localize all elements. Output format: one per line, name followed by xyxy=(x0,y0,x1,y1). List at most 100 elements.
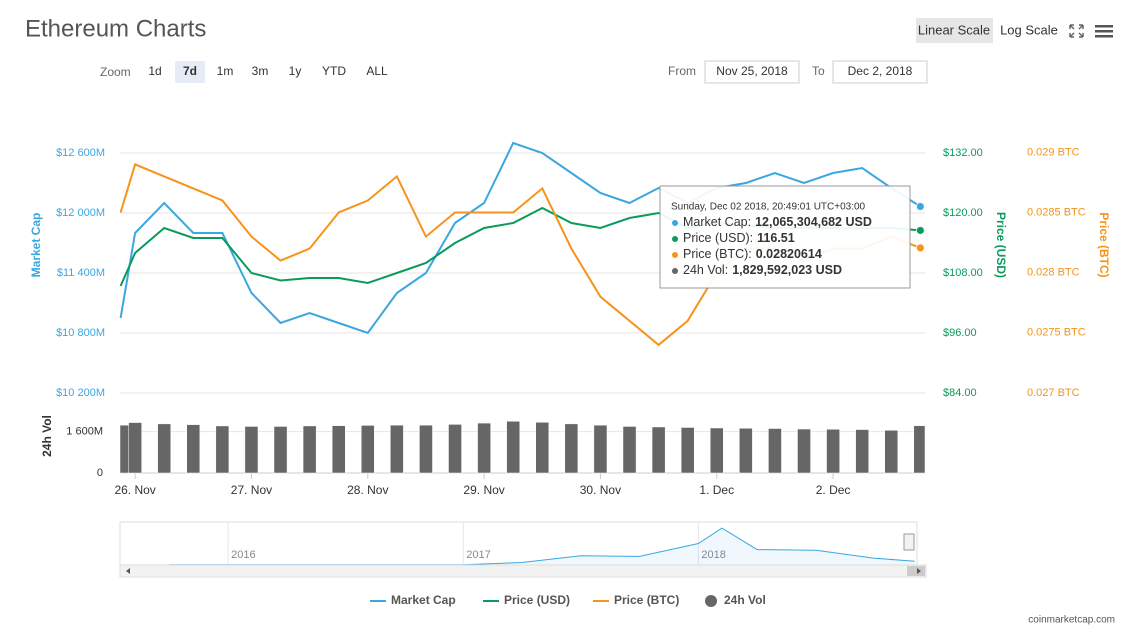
vol-bar xyxy=(855,429,869,474)
legend-label[interactable]: Market Cap xyxy=(391,593,456,607)
y2-axis-title: Price (USD) xyxy=(994,212,1008,278)
vol-bar xyxy=(273,426,288,474)
zoom-button[interactable]: 7d xyxy=(183,64,197,78)
tooltip-dot xyxy=(672,252,678,258)
tooltip-item-label: 24h Vol: xyxy=(683,263,728,277)
y-tick-label: $10 800M xyxy=(56,327,105,339)
vol-bar xyxy=(535,422,550,474)
x-tick-label: 30. Nov xyxy=(580,483,621,497)
vol-bar xyxy=(913,425,926,474)
legend-symbol[interactable] xyxy=(705,595,717,607)
y-tick-label: $11 400M xyxy=(57,267,105,279)
series-line xyxy=(119,141,921,335)
vol-bar xyxy=(360,425,375,474)
navigator-tick-label: 2018 xyxy=(701,549,725,561)
y2-tick-label: $84.00 xyxy=(943,387,977,399)
linear-scale-label[interactable]: Linear Scale xyxy=(918,22,990,37)
vol-axis-title: 24h Vol xyxy=(40,415,54,457)
footer: coinmarketcap.com xyxy=(1028,615,1115,626)
vol-bar xyxy=(768,428,782,474)
vol-bar xyxy=(186,424,201,474)
vol-bar xyxy=(739,428,753,474)
tooltip-item: Price (BTC): 0.02820614 xyxy=(683,247,822,261)
navigator-area xyxy=(169,528,915,565)
to-label: To xyxy=(812,64,825,78)
y3-tick-label: 0.0275 BTC xyxy=(1027,327,1086,339)
legend-label[interactable]: Price (BTC) xyxy=(614,593,679,607)
vol-bar xyxy=(390,424,404,474)
tooltip: Sunday, Dec 02 2018, 20:49:01 UTC+03:00 M… xyxy=(659,185,911,289)
vol-bar xyxy=(128,422,142,474)
hover-marker xyxy=(915,201,925,211)
y2-tick-label: $120.00 xyxy=(943,207,983,219)
y-tick-label: $12 000M xyxy=(56,207,105,219)
tooltip-item-value: 116.51 xyxy=(757,231,795,245)
vol-bar xyxy=(826,429,840,474)
vol-bar xyxy=(797,428,811,474)
y2-tick-label: $132.00 xyxy=(943,147,983,159)
to-input[interactable] xyxy=(832,60,928,84)
vol-tick-label: 0 xyxy=(97,467,103,479)
vol-bar xyxy=(215,425,230,474)
vol-bar xyxy=(651,426,666,474)
tooltip-box xyxy=(659,185,911,289)
tooltip-dot xyxy=(672,268,678,274)
scrollbar[interactable] xyxy=(119,564,927,578)
tooltip-dot xyxy=(672,220,678,226)
menu-icon[interactable] xyxy=(1095,25,1113,38)
y2-tick-label: $96.00 xyxy=(943,327,977,339)
vol-bar xyxy=(477,422,491,474)
from-input[interactable] xyxy=(704,60,800,84)
navigator-handle[interactable] xyxy=(903,533,915,551)
y-tick-label: $12 600M xyxy=(56,147,105,159)
legend-label[interactable]: Price (USD) xyxy=(504,593,570,607)
vol-bar xyxy=(157,423,171,474)
y3-axis-title: Price (BTC) xyxy=(1097,212,1111,277)
zoom-button[interactable]: 1m xyxy=(217,64,234,78)
page-title: Ethereum Charts xyxy=(25,15,206,42)
zoom-button[interactable]: 1y xyxy=(289,64,302,78)
legend-label[interactable]: 24h Vol xyxy=(724,593,766,607)
tooltip-item: Price (USD): 116.51 xyxy=(683,231,795,245)
tooltip-item-value: 12,065,304,682 USD xyxy=(755,215,872,229)
vol-bar xyxy=(419,424,433,474)
y3-tick-label: 0.027 BTC xyxy=(1027,387,1080,399)
vol-bar xyxy=(506,421,520,474)
y-axis-title: Market Cap xyxy=(29,213,43,278)
x-tick-label: 28. Nov xyxy=(347,483,388,497)
x-tick-label: 26. Nov xyxy=(114,483,155,497)
log-scale-label[interactable]: Log Scale xyxy=(1000,22,1058,37)
zoom-button[interactable]: YTD xyxy=(322,64,346,78)
zoom-button[interactable]: 1d xyxy=(148,64,161,78)
tooltip-dot xyxy=(672,236,678,242)
zoom-label: Zoom xyxy=(100,65,131,79)
navigator-tick-label: 2017 xyxy=(466,549,490,561)
tooltip-title: Sunday, Dec 02 2018, 20:49:01 UTC+03:00 xyxy=(671,202,866,213)
vol-bar xyxy=(709,427,724,474)
fullscreen-icon[interactable] xyxy=(1069,24,1084,38)
zoom-button[interactable]: ALL xyxy=(366,64,388,78)
linear-scale-button[interactable] xyxy=(916,18,993,43)
zoom-button[interactable]: 3m xyxy=(252,64,269,78)
from-value[interactable]: Nov 25, 2018 xyxy=(716,64,788,78)
x-tick-label: 2. Dec xyxy=(816,483,851,497)
y3-tick-label: 0.028 BTC xyxy=(1027,267,1080,279)
x-tick-label: 29. Nov xyxy=(463,483,504,497)
x-tick-label: 1. Dec xyxy=(699,483,734,497)
navigator-tick-label: 2016 xyxy=(231,549,255,561)
zoom-buttons: 1d 7d 1m 3m 1y YTD ALL xyxy=(148,61,388,83)
to-value[interactable]: Dec 2, 2018 xyxy=(848,64,913,78)
tooltip-item: Market Cap: 12,065,304,682 USD xyxy=(683,215,872,229)
vol-bar xyxy=(331,425,346,474)
scrollbar-thumb[interactable] xyxy=(907,566,925,576)
hover-marker xyxy=(915,225,925,235)
plot: $10 200M $10 800M $11 400M $12 000M $12 600M… xyxy=(56,141,1086,566)
vol-bar xyxy=(593,424,608,474)
zoom-button-selected[interactable] xyxy=(175,61,205,83)
y-tick-label: $10 200M xyxy=(56,387,105,399)
vol-bar xyxy=(448,424,462,474)
y3-tick-label: 0.029 BTC xyxy=(1027,146,1080,158)
tooltip-item-label: Market Cap: xyxy=(683,215,751,229)
vol-bar xyxy=(884,430,899,474)
